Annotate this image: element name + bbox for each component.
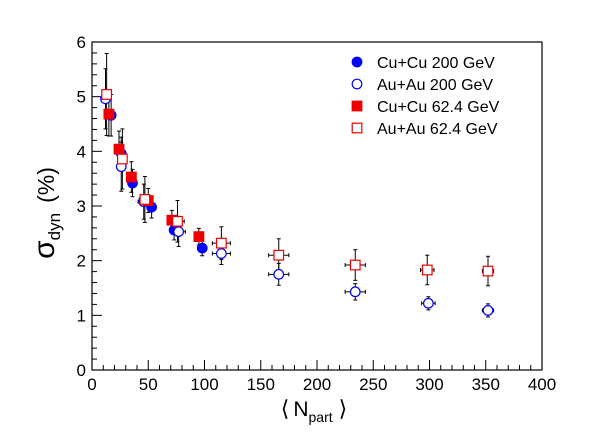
data-point-open <box>349 259 361 271</box>
data-point-open <box>139 194 151 205</box>
data-point-filled <box>103 108 115 120</box>
legend: Cu+Cu 200 GeV Au+Au 200 GeV Cu+Cu 62.4 GeV… <box>351 55 500 138</box>
data-point-open <box>172 215 183 227</box>
x-tick-label: 400 <box>528 375 556 394</box>
y-axis-title-sub: dyn <box>45 213 64 240</box>
x-tick-label: 150 <box>247 375 275 394</box>
data-point-open <box>215 248 227 259</box>
x-tick-label: 0 <box>87 375 96 394</box>
legend-label: Au+Au 200 GeV <box>377 77 493 94</box>
y-tick-label: 2 <box>77 252 86 271</box>
data-point-open <box>349 286 361 298</box>
x-tick-label: 50 <box>139 375 158 394</box>
data-point-open <box>215 237 227 249</box>
x-axis-title-main: N <box>293 398 308 421</box>
legend-item: Cu+Cu 62.4 GeV <box>351 99 500 116</box>
y-axis-title-main: σ <box>28 240 61 259</box>
y-axis-title: σdyn (%) <box>28 167 64 259</box>
y-tick-label: 5 <box>77 88 86 107</box>
axes: 0 50 100 150 200 250 300 350 400 0 1 2 3 4 5 6 <box>77 33 557 394</box>
data-point-open <box>482 265 494 277</box>
x-axis-title-sub: part <box>309 409 333 425</box>
x-tick-label: 200 <box>303 375 331 394</box>
x-tick-label: 350 <box>472 375 500 394</box>
data-point-open <box>421 264 433 276</box>
y-tick-label: 1 <box>77 306 86 325</box>
x-tick-label: 250 <box>359 375 387 394</box>
legend-marker <box>351 100 363 112</box>
legend-marker <box>351 78 363 90</box>
data-markers <box>100 89 494 316</box>
data-point-open <box>482 305 494 316</box>
data-point-open <box>273 268 285 280</box>
x-axis-title-close: ⟩ <box>339 396 348 421</box>
data-point-open <box>422 297 434 309</box>
y-tick-label: 4 <box>77 142 86 161</box>
data-point-open <box>173 226 185 238</box>
data-point-open <box>101 89 113 100</box>
data-point-open <box>273 249 285 261</box>
legend-item: Au+Au 200 GeV <box>351 77 493 94</box>
y-tick-label: 6 <box>77 33 86 52</box>
legend-label: Au+Au 62.4 GeV <box>377 121 498 138</box>
series-3 <box>101 89 494 277</box>
x-axis-title-open: ⟨ <box>281 396 290 421</box>
series-2 <box>103 108 205 243</box>
legend-item: Cu+Cu 200 GeV <box>351 55 495 72</box>
y-tick-label: 3 <box>77 197 86 216</box>
data-point-filled <box>113 143 125 155</box>
data-point-filled <box>125 171 137 183</box>
legend-marker <box>351 56 363 68</box>
data-point-filled <box>193 231 205 243</box>
x-tick-label: 100 <box>190 375 218 394</box>
y-axis-title-unit: (%) <box>33 167 59 203</box>
legend-label: Cu+Cu 62.4 GeV <box>377 99 500 116</box>
legend-label: Cu+Cu 200 GeV <box>377 55 495 72</box>
y-tick-label: 0 <box>77 361 86 380</box>
legend-marker <box>351 122 363 134</box>
x-tick-label: 300 <box>415 375 443 394</box>
data-point-filled <box>196 242 208 254</box>
data-point-open <box>116 153 128 165</box>
legend-item: Au+Au 62.4 GeV <box>351 121 498 138</box>
x-axis-title: ⟨ Npart ⟩ <box>281 396 347 425</box>
